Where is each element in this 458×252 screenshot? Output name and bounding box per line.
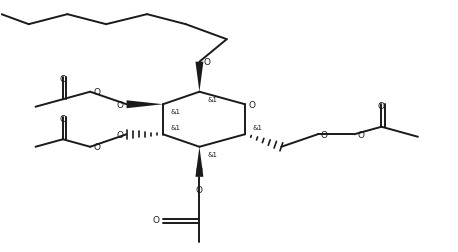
Text: &1: &1 [207, 151, 218, 157]
Text: O: O [321, 130, 328, 139]
Text: O: O [93, 88, 100, 97]
Text: O: O [60, 114, 66, 123]
Text: O: O [196, 165, 203, 174]
Text: O: O [249, 100, 256, 109]
Text: O: O [152, 215, 159, 224]
Polygon shape [126, 101, 163, 109]
Text: O: O [196, 185, 203, 194]
Text: O: O [203, 58, 210, 67]
Text: O: O [117, 130, 124, 139]
Text: O: O [378, 102, 385, 111]
Text: O: O [357, 130, 364, 139]
Text: &1: &1 [253, 125, 263, 131]
Polygon shape [196, 62, 203, 92]
Polygon shape [196, 147, 203, 177]
Text: O: O [60, 74, 66, 83]
Text: O: O [93, 143, 100, 152]
Text: &1: &1 [171, 125, 181, 131]
Text: O: O [117, 100, 124, 109]
Text: &1: &1 [171, 109, 181, 115]
Text: &1: &1 [207, 96, 218, 102]
